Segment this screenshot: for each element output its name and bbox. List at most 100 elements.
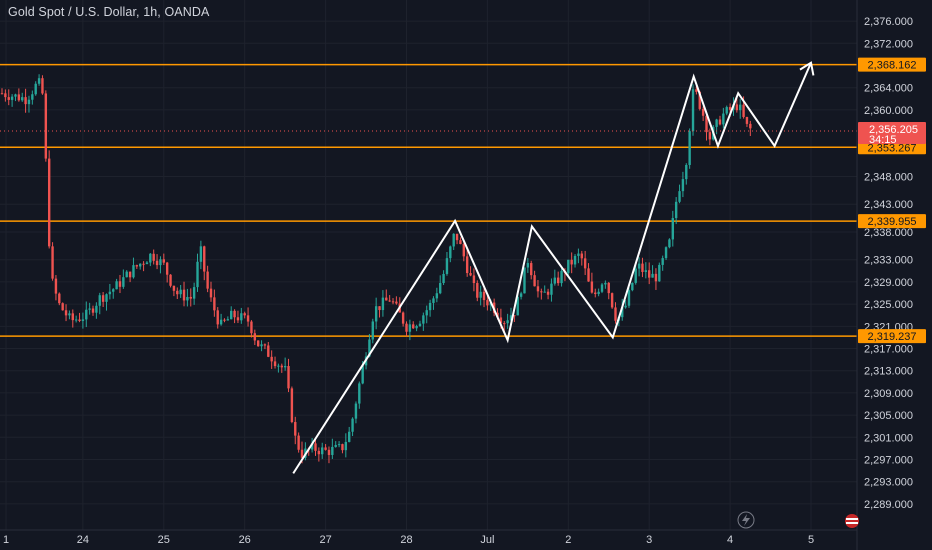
candle-body xyxy=(132,265,135,278)
candle-body xyxy=(455,233,459,241)
candle-body xyxy=(10,96,14,100)
candle-body xyxy=(627,290,631,306)
candle-body xyxy=(122,277,125,287)
candle-body xyxy=(88,308,91,310)
candle-body xyxy=(435,293,439,299)
candle-body xyxy=(708,132,712,140)
candle-body xyxy=(597,291,600,295)
candle-body xyxy=(139,263,142,267)
candle-body xyxy=(449,246,452,259)
price-tick-label: 2,333.000 xyxy=(864,255,913,267)
candle-body xyxy=(701,108,705,116)
price-tick-label: 2,372.000 xyxy=(864,38,913,50)
candle-body xyxy=(361,365,364,384)
candle-body xyxy=(526,263,530,268)
candle-body xyxy=(644,270,648,272)
axis-badges: 2,368.162 2,353.267 2,339.955 2,319.237 2,35… xyxy=(858,57,926,344)
candle-body xyxy=(583,258,587,269)
candle-body xyxy=(351,418,354,432)
candle-body xyxy=(91,308,95,313)
level-badge-label: 2,353.267 xyxy=(868,142,917,154)
candle-body xyxy=(705,115,708,133)
level-lines xyxy=(0,63,857,337)
candle-body xyxy=(115,281,118,290)
candle-body xyxy=(658,264,661,282)
candle-body xyxy=(260,344,263,347)
candle-body xyxy=(256,340,260,347)
candle-body xyxy=(661,258,664,265)
candle-body xyxy=(695,89,698,92)
time-tick-label: Jul xyxy=(480,534,494,546)
price-tick-label: 2,376.000 xyxy=(864,16,913,28)
candle-body xyxy=(540,291,543,293)
candle-body xyxy=(85,309,88,320)
candle-body xyxy=(17,94,21,101)
candle-body xyxy=(550,283,553,295)
candle-body xyxy=(735,104,739,111)
candle-body xyxy=(749,123,752,129)
candle-body xyxy=(128,271,132,278)
candle-body xyxy=(347,431,351,442)
candle-body xyxy=(165,262,169,275)
candle-body xyxy=(78,319,81,321)
candle-body xyxy=(334,445,337,447)
candle-body xyxy=(415,326,418,329)
candle-body xyxy=(176,290,179,295)
candle-body xyxy=(401,312,405,324)
candle-body xyxy=(651,273,654,278)
level-badge xyxy=(858,214,926,229)
candle-body xyxy=(81,319,85,321)
candle-body xyxy=(395,301,398,304)
candle-body xyxy=(34,83,37,95)
candle-body xyxy=(610,293,614,308)
price-tick-label: 2,309.000 xyxy=(864,388,913,400)
candle-body xyxy=(368,339,371,357)
flag-icon-stripe xyxy=(846,522,858,524)
candle-body xyxy=(523,267,526,294)
candle-body xyxy=(213,297,216,311)
candle-body xyxy=(294,422,297,436)
candle-body xyxy=(44,93,48,159)
candle-body xyxy=(37,78,41,84)
flag-icon-stripe xyxy=(846,518,858,520)
candle-body xyxy=(600,284,604,292)
candle-body xyxy=(24,97,27,105)
grid xyxy=(0,0,857,530)
candle-body xyxy=(337,444,341,446)
candle-body xyxy=(567,259,570,273)
candle-body xyxy=(476,283,479,298)
candle-body xyxy=(604,282,607,285)
candle-body xyxy=(631,282,634,291)
candle-body xyxy=(290,388,294,423)
candle-body xyxy=(108,291,112,295)
candle-body xyxy=(321,447,324,455)
candle-body xyxy=(354,403,358,419)
level-badge xyxy=(858,329,926,344)
candle-body xyxy=(570,259,573,265)
candle-body xyxy=(678,191,681,202)
candle-body xyxy=(58,293,61,304)
candle-body xyxy=(462,244,466,257)
candle-body xyxy=(516,296,519,316)
candle-body xyxy=(64,310,68,316)
candle-body xyxy=(233,310,236,318)
candle-body xyxy=(452,233,455,247)
candle-body xyxy=(533,275,536,287)
candle-body xyxy=(374,306,378,322)
candle-body xyxy=(685,164,688,180)
projection-path xyxy=(292,61,815,474)
candle-body xyxy=(641,263,644,272)
candle-body xyxy=(27,99,31,105)
candle-body xyxy=(172,285,176,291)
candle-body xyxy=(648,270,651,278)
price-axis[interactable]: 2,289.000 2,293.000 2,297.000 2,301.000 2,30… xyxy=(856,0,913,550)
candle-body xyxy=(145,262,149,265)
time-axis[interactable]: 1 24 25 26 27 28 Jul 2 3 4 5 xyxy=(0,511,859,546)
candle-body xyxy=(408,324,412,332)
candle-body xyxy=(101,295,105,302)
candle-body xyxy=(742,104,745,117)
candle-body xyxy=(169,274,172,286)
candle-body xyxy=(206,271,209,289)
candle-body xyxy=(209,288,213,298)
